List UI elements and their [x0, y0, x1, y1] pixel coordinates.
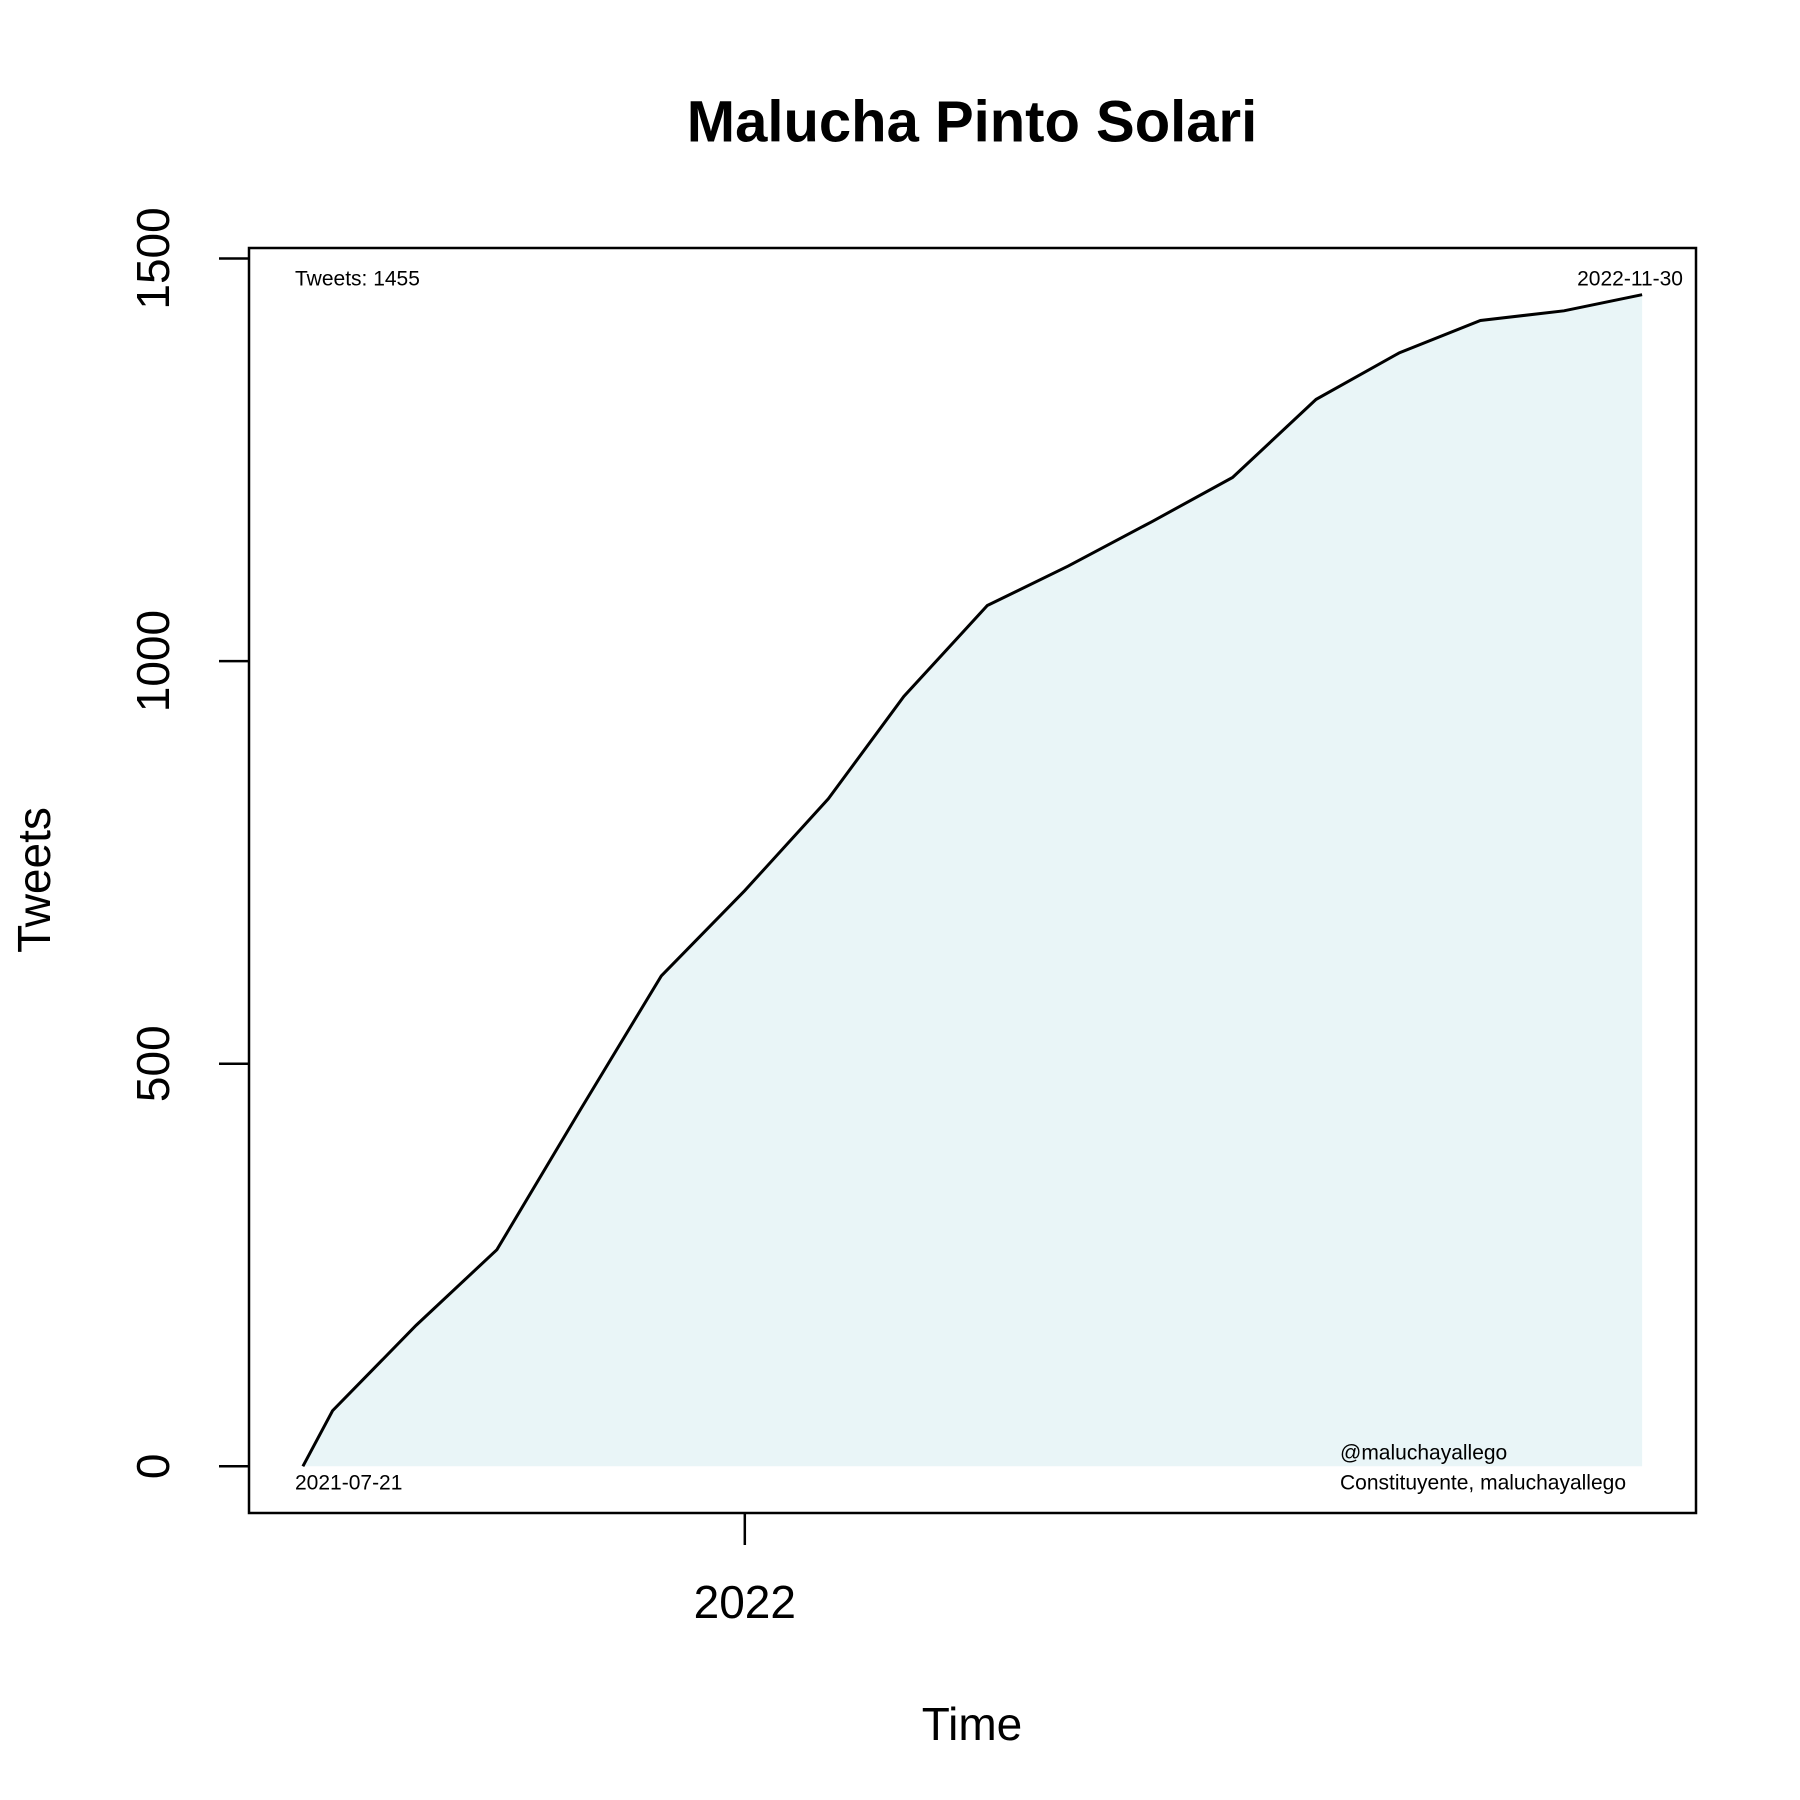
x-axis-label: Time — [922, 1698, 1023, 1750]
y-axis-label: Tweets — [8, 807, 60, 953]
annotation: @maluchayallego — [1340, 1442, 1507, 1465]
y-tick-label: 1000 — [127, 610, 179, 712]
annotation: Constituyente, maluchayallego — [1340, 1472, 1626, 1495]
line — [301, 293, 1643, 1468]
y-tick-label: 500 — [127, 1025, 179, 1102]
area — [302, 294, 1643, 1467]
chart-title: Malucha Pinto Solari — [687, 89, 1257, 154]
annotation: 2022-11-30 — [1577, 268, 1683, 291]
y-tick-label: 1500 — [127, 207, 179, 309]
plot-frame — [247, 246, 1698, 1515]
annotation: Tweets: 1455 — [295, 268, 420, 291]
x-tick-label: 2022 — [694, 1576, 796, 1628]
annotation: 2021-07-21 — [295, 1472, 402, 1495]
y-tick-label: 0 — [127, 1454, 179, 1480]
